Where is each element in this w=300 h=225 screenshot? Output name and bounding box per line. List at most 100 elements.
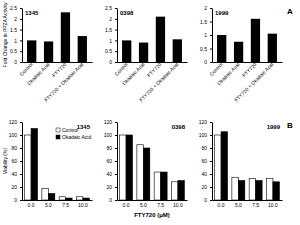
y-tick-mark: [20, 161, 22, 162]
y-tick: 120: [199, 119, 212, 125]
x-tick: 0.0: [28, 200, 35, 208]
bar: [42, 188, 48, 200]
legend-label: Control: [62, 127, 78, 133]
y-tick: 120: [9, 119, 22, 125]
x-tick: FTY720 + Okadaic Acid: [233, 61, 275, 103]
y-tick: 40: [106, 171, 117, 177]
y-tick: 80: [106, 145, 117, 151]
y-axis-title: Fold Change in PP2A Activity: [2, 2, 8, 67]
y-axis-line: [22, 123, 23, 201]
y-tick-mark: [210, 135, 212, 136]
legend-swatch: [56, 135, 60, 139]
y-tick: 0.5: [105, 48, 117, 54]
y-tick-mark: [210, 62, 212, 63]
plot-marks: [27, 12, 87, 62]
x-tick-label: 7.5: [62, 202, 69, 208]
y-tick: 40: [201, 171, 212, 177]
y-tick-label: 60: [106, 158, 112, 164]
y-tick-label: 1.5: [10, 27, 17, 33]
bar: [178, 181, 184, 201]
y-tick-label: 0: [14, 59, 17, 65]
x-tick-label: Control: [208, 61, 224, 77]
bar: [268, 34, 277, 62]
y-tick-label: 0.5: [105, 48, 112, 54]
y-tick: 80: [11, 145, 22, 151]
y-tick-label: 100: [9, 132, 18, 138]
y-tick: 2: [109, 16, 117, 22]
x-tick-label: FTY720 + Okadaic Acid: [43, 61, 85, 103]
y-tick: 80: [201, 145, 212, 151]
y-tick-mark: [20, 174, 22, 175]
x-tick: 10.0: [78, 200, 88, 208]
chart-title: 1999: [215, 10, 229, 16]
y-axis: 00.511.522.5: [105, 5, 117, 65]
y-tick: 2.5: [10, 5, 22, 11]
y-tick-label: 0.5: [200, 46, 207, 52]
legend-item: Control: [56, 127, 78, 133]
x-axis: 0.05.07.510.0: [118, 200, 188, 208]
y-tick-label: 0: [109, 59, 112, 65]
y-tick: 100: [199, 132, 212, 138]
bar: [139, 43, 148, 62]
y-tick: 2: [204, 5, 212, 11]
x-tick-label: 5.0: [140, 202, 147, 208]
y-tick-mark: [20, 30, 22, 31]
x-axis-line: [213, 62, 283, 63]
bar: [76, 197, 82, 200]
y-tick: 0: [109, 59, 117, 65]
y-tick-mark: [210, 174, 212, 175]
panel-label: B: [287, 121, 293, 130]
y-tick-mark: [210, 200, 212, 201]
x-tick-label: 0.0: [28, 202, 35, 208]
y-tick-mark: [210, 8, 212, 9]
bar: [143, 148, 149, 200]
y-axis-line: [212, 9, 213, 63]
y-tick-mark: [115, 148, 117, 149]
y-tick-label: 2.5: [105, 5, 112, 11]
y-tick: 0: [204, 59, 212, 65]
x-tick: Okadaic Acid: [121, 61, 146, 86]
bar: [61, 12, 70, 62]
x-tick: FTY720 + Okadaic Acid: [43, 61, 85, 103]
y-tick-mark: [115, 161, 117, 162]
y-tick-label: 80: [11, 145, 17, 151]
y-tick-label: 120: [9, 119, 18, 125]
x-tick-label: Okadaic Acid: [121, 61, 146, 86]
y-tick-label: 120: [104, 119, 113, 125]
x-tick: 5.0: [45, 200, 52, 208]
x-axis: ControlOkadaic AcidFTY720FTY720 + Okadai…: [18, 61, 92, 103]
y-tick: 20: [201, 184, 212, 190]
chart-title: 1345: [77, 124, 91, 130]
y-tick: 120: [104, 119, 117, 125]
y-tick-mark: [115, 62, 117, 63]
bar: [273, 182, 279, 200]
bar: [44, 41, 53, 62]
y-tick: 0: [14, 59, 22, 65]
legend-swatch: [56, 128, 60, 132]
y-tick: 100: [104, 132, 117, 138]
bar: [232, 177, 238, 200]
y-tick: 2: [14, 16, 22, 22]
y-tick-mark: [20, 62, 22, 63]
y-tick-mark: [210, 161, 212, 162]
y-tick-mark: [210, 122, 212, 123]
x-tick-label: FTY720 + Okadaic Acid: [233, 61, 275, 103]
y-tick-label: 100: [104, 132, 113, 138]
x-tick-label: FTY720 + Okadaic Acid: [138, 61, 180, 103]
legend-label: Okadaic Acid: [62, 134, 91, 140]
y-tick-label: 40: [11, 171, 17, 177]
chart-title: 0398: [120, 10, 134, 16]
y-tick-label: 1: [14, 38, 17, 44]
bar: [48, 194, 54, 201]
bar: [78, 36, 87, 62]
y-tick-label: 120: [199, 119, 208, 125]
x-tick: 5.0: [140, 200, 147, 208]
bar: [234, 42, 243, 62]
x-tick: 5.0: [235, 200, 242, 208]
plot-marks: [120, 135, 185, 200]
bar: [266, 179, 272, 200]
y-tick-mark: [20, 122, 22, 123]
panel: 00.511.522.5ControlOkadaic AcidFTY720FTY…: [2, 2, 93, 103]
x-tick: 10.0: [268, 200, 278, 208]
y-tick: 100: [9, 132, 22, 138]
